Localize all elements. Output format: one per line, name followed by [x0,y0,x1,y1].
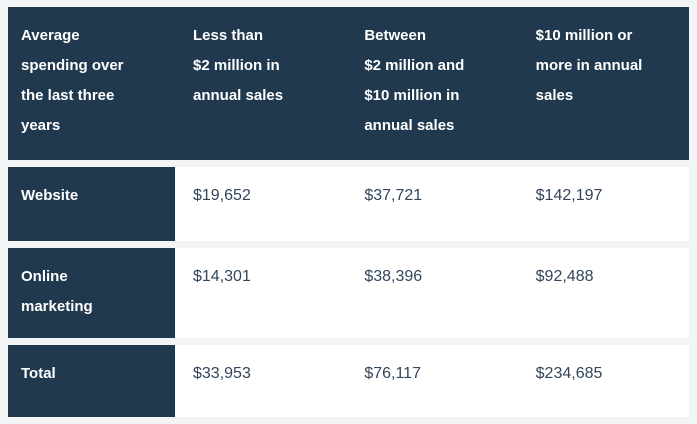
value-online-marketing-10m-or-more: $92,488 [517,248,689,338]
value-website-less-than-2m: $19,652 [175,167,347,241]
value-online-marketing-between-2m-10m: $38,396 [346,248,518,338]
table-row-total: Total $33,953 $76,117 $234,685 [8,345,689,417]
header-cell-between-2m-10m: Between $2 million and $10 million in an… [364,27,465,134]
value-total-less-than-2m: $33,953 [175,345,347,417]
row-label-online-marketing: Online marketing [8,248,175,338]
spending-table: Average spending over the last three yea… [8,7,689,417]
table-row-website: Website $19,652 $37,721 $142,197 [8,167,689,241]
value-total-10m-or-more: $234,685 [517,345,689,417]
header-cell-less-than-2m: Less than $2 million in annual sales [193,27,284,104]
header-cell-row-label: Average spending over the last three yea… [21,27,124,134]
header-cell-10m-or-more: $10 million or more in annual sales [535,27,643,104]
value-online-marketing-less-than-2m: $14,301 [175,248,347,338]
value-website-10m-or-more: $142,197 [517,167,689,241]
row-label-website: Website [8,167,175,241]
value-website-between-2m-10m: $37,721 [346,167,518,241]
row-label-total: Total [8,345,175,417]
table-header-row: Average spending over the last three yea… [8,7,689,160]
table-row-online-marketing: Online marketing $14,301 $38,396 $92,488 [8,248,689,338]
value-total-between-2m-10m: $76,117 [346,345,518,417]
